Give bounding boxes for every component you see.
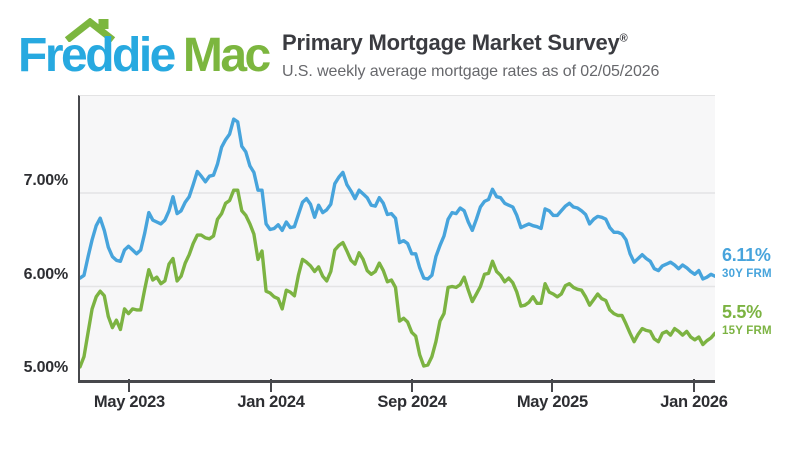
x-tick-label: Jan 2024	[237, 393, 305, 411]
x-tick-label: Jan 2026	[660, 393, 728, 411]
series-name-30y: 30Y FRM	[722, 268, 772, 280]
current-rate-30y: 6.11%	[722, 245, 771, 265]
x-tick-mark	[551, 379, 554, 392]
page-title-text: Primary Mortgage Market Survey	[282, 30, 620, 55]
line-15y-frm	[80, 188, 715, 369]
roof-icon	[64, 18, 116, 42]
logo-text: Freddie Mac	[18, 29, 271, 82]
line-30y-frm	[80, 117, 715, 281]
y-tick-label: 5.00%	[23, 359, 69, 376]
y-tick-label: 6.00%	[23, 265, 69, 283]
logo-word-freddie: Freddie	[18, 29, 176, 82]
current-rate-15y: 5.5%	[722, 302, 762, 322]
plot-area	[78, 95, 715, 383]
x-tick-mark	[692, 379, 695, 392]
chart-svg	[80, 117, 715, 369]
logo-word-mac: Mac	[182, 29, 271, 82]
series-label-15y-frm: 5.5% 15Y FRM	[722, 303, 772, 338]
page-subtitle: U.S. weekly average mortgage rates as of…	[282, 63, 660, 80]
registered-mark: ®	[619, 32, 628, 45]
x-tick-mark	[128, 379, 131, 392]
freddie-mac-logo: Freddie Mac	[18, 16, 271, 88]
title-block: Primary Mortgage Market Survey® U.S. wee…	[282, 30, 659, 81]
series-label-30y-frm: 6.11% 30Y FRM	[722, 246, 772, 281]
x-tick-mark	[411, 379, 413, 392]
x-tick-label: May 2023	[93, 393, 165, 411]
x-tick-label: May 2025	[516, 393, 588, 411]
page-title: Primary Mortgage Market Survey®	[282, 30, 659, 56]
series-name-15y: 15Y FRM	[722, 325, 772, 337]
y-tick-label: 7.00%	[23, 172, 69, 189]
x-tick-label: Sep 2024	[377, 393, 447, 411]
x-tick-mark	[270, 379, 273, 392]
